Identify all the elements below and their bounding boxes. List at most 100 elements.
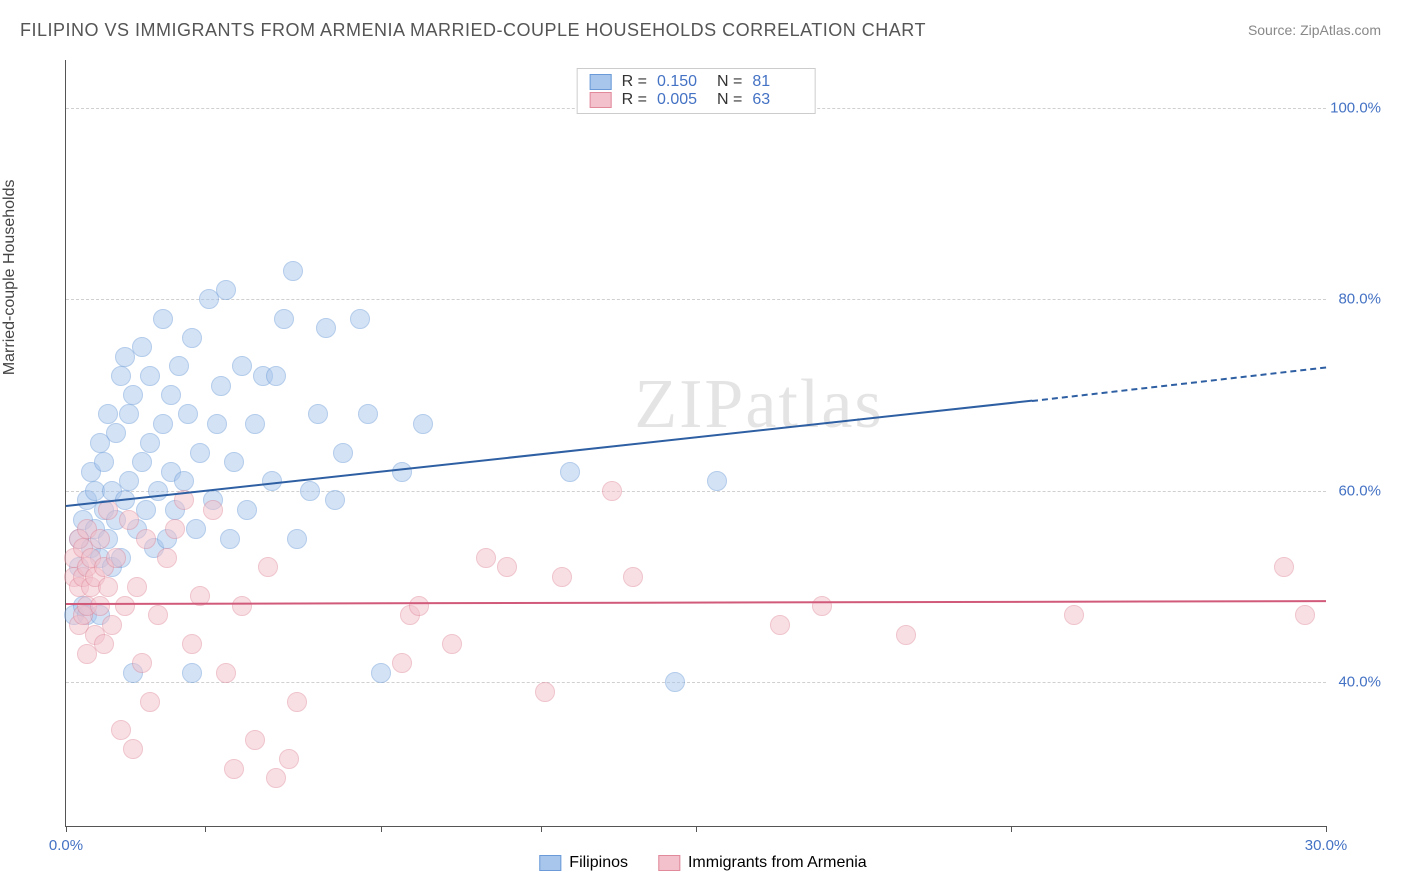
data-point	[770, 615, 790, 635]
legend-swatch-filipinos	[539, 855, 561, 871]
data-point	[300, 481, 320, 501]
chart-container: Married-couple Households ZIPatlas R = 0…	[20, 55, 1386, 872]
data-point	[132, 337, 152, 357]
gridline	[66, 682, 1326, 683]
data-point	[245, 414, 265, 434]
data-point	[476, 548, 496, 568]
data-point	[140, 366, 160, 386]
data-point	[174, 471, 194, 491]
data-point	[358, 404, 378, 424]
x-tick	[66, 826, 67, 832]
data-point	[245, 730, 265, 750]
legend-row-series-1: R = 0.150 N = 81	[590, 73, 803, 91]
data-point	[560, 462, 580, 482]
data-point	[623, 567, 643, 587]
data-point	[153, 414, 173, 434]
data-point	[1064, 605, 1084, 625]
data-point	[111, 720, 131, 740]
data-point	[186, 519, 206, 539]
data-point	[211, 376, 231, 396]
data-point	[602, 481, 622, 501]
x-tick-label: 0.0%	[49, 837, 83, 854]
data-point	[333, 443, 353, 463]
y-axis-label: Married-couple Households	[1, 179, 19, 375]
y-tick-label: 40.0%	[1338, 674, 1381, 691]
data-point	[178, 404, 198, 424]
data-point	[119, 404, 139, 424]
data-point	[224, 759, 244, 779]
data-point	[392, 462, 412, 482]
data-point	[497, 557, 517, 577]
data-point	[190, 443, 210, 463]
data-point	[392, 653, 412, 673]
data-point	[274, 309, 294, 329]
x-tick	[1011, 826, 1012, 832]
plot-area: ZIPatlas R = 0.150 N = 81 R = 0.005 N = …	[65, 60, 1326, 827]
data-point	[237, 500, 257, 520]
source-link[interactable]: ZipAtlas.com	[1300, 22, 1381, 38]
data-point	[148, 481, 168, 501]
data-point	[98, 577, 118, 597]
n-label: N =	[717, 73, 742, 91]
chart-title: FILIPINO VS IMMIGRANTS FROM ARMENIA MARR…	[20, 20, 926, 41]
y-tick-label: 60.0%	[1338, 482, 1381, 499]
data-point	[157, 548, 177, 568]
r-value-2: 0.005	[657, 91, 707, 109]
data-point	[552, 567, 572, 587]
legend-swatch-2	[590, 92, 612, 108]
n-label: N =	[717, 91, 742, 109]
x-tick	[1326, 826, 1327, 832]
legend-label-1: Filipinos	[569, 854, 628, 871]
x-tick-label: 30.0%	[1305, 837, 1348, 854]
data-point	[232, 356, 252, 376]
data-point	[266, 768, 286, 788]
data-point	[90, 596, 110, 616]
data-point	[111, 366, 131, 386]
legend-swatch-armenia	[658, 855, 680, 871]
data-point	[165, 519, 185, 539]
legend-row-series-2: R = 0.005 N = 63	[590, 91, 803, 109]
source-prefix: Source:	[1248, 22, 1300, 38]
data-point	[279, 749, 299, 769]
data-point	[106, 423, 126, 443]
x-tick	[541, 826, 542, 832]
data-point	[123, 739, 143, 759]
legend-item-2: Immigrants from Armenia	[658, 854, 867, 872]
data-point	[94, 452, 114, 472]
data-point	[148, 605, 168, 625]
data-point	[182, 634, 202, 654]
data-point	[182, 663, 202, 683]
data-point	[896, 625, 916, 645]
data-point	[266, 366, 286, 386]
data-point	[106, 548, 126, 568]
data-point	[90, 529, 110, 549]
data-point	[136, 529, 156, 549]
data-point	[216, 663, 236, 683]
data-point	[161, 385, 181, 405]
r-label: R =	[622, 91, 647, 109]
legend-swatch-1	[590, 74, 612, 90]
data-point	[102, 615, 122, 635]
data-point	[119, 471, 139, 491]
data-point	[203, 500, 223, 520]
data-point	[123, 385, 143, 405]
r-label: R =	[622, 73, 647, 91]
legend-label-2: Immigrants from Armenia	[688, 854, 867, 871]
x-tick	[696, 826, 697, 832]
data-point	[140, 433, 160, 453]
y-tick-label: 80.0%	[1338, 291, 1381, 308]
trend-line	[66, 600, 1326, 605]
data-point	[216, 280, 236, 300]
data-point	[1295, 605, 1315, 625]
data-point	[325, 490, 345, 510]
series-legend: Filipinos Immigrants from Armenia	[539, 854, 866, 872]
data-point	[665, 672, 685, 692]
watermark: ZIPatlas	[634, 365, 883, 445]
n-value-1: 81	[752, 73, 802, 91]
n-value-2: 63	[752, 91, 802, 109]
x-tick	[381, 826, 382, 832]
trend-line-extrapolated	[1032, 366, 1326, 401]
data-point	[283, 261, 303, 281]
y-tick-label: 100.0%	[1330, 99, 1381, 116]
data-point	[1274, 557, 1294, 577]
